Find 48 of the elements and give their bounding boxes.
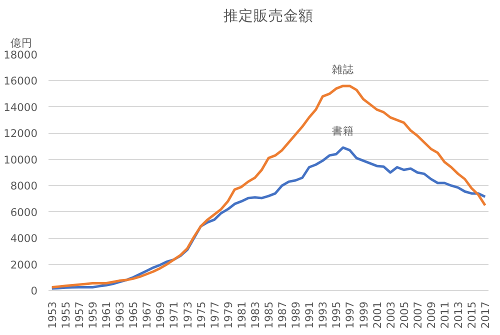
y-tick-label: 16000 [4, 74, 38, 88]
x-tick-label: 1955 [59, 301, 72, 329]
x-tick-label: 1953 [46, 301, 59, 329]
x-tick-label: 2001 [370, 301, 384, 329]
y-tick-label: 4000 [10, 232, 38, 246]
y-tick-label: 0 [30, 284, 38, 298]
chart-title: 推定販売金額 [224, 8, 314, 24]
y-tick-label: 12000 [4, 127, 38, 140]
x-tick-label: 1967 [140, 301, 154, 329]
x-tick-label: 1999 [357, 301, 370, 329]
x-tick-label: 1961 [100, 301, 114, 329]
x-tick-label: 1985 [262, 301, 276, 329]
y-tick-label: 2000 [10, 258, 38, 272]
y-tick-label: 14000 [4, 100, 38, 114]
x-tick-label: 1997 [344, 301, 357, 329]
x-tick-label: 2009 [424, 301, 438, 329]
x-tick-label: 1989 [290, 301, 303, 329]
y-tick-label: 18000 [4, 48, 38, 62]
x-tick-label: 2003 [384, 301, 398, 329]
x-tick-label: 2005 [398, 301, 411, 329]
x-tick-label: 1995 [330, 301, 344, 329]
x-tick-label: 1983 [248, 301, 262, 329]
y-tick-label: 6000 [10, 206, 38, 219]
x-tick-label: 1957 [72, 301, 86, 329]
y-tick-label: 10000 [4, 153, 38, 166]
series-label: 雑誌 [332, 62, 354, 76]
x-tick-label: 1971 [168, 301, 181, 329]
x-tick-label: 1965 [127, 301, 140, 329]
x-tick-label: 2007 [411, 301, 424, 329]
x-tick-label: 2011 [438, 301, 452, 329]
x-tick-label: 2015 [466, 301, 479, 329]
x-tick-label: 1975 [194, 301, 208, 329]
x-tick-label: 1979 [222, 301, 235, 329]
x-tick-label: 2017 [479, 301, 492, 329]
x-tick-label: 1973 [181, 301, 194, 329]
y-axis-title: 億円 [10, 36, 32, 50]
line-series [50, 84, 486, 288]
x-tick-label: 1987 [276, 301, 290, 329]
x-tick-label: 1959 [86, 301, 100, 329]
x-tick-label: 1991 [303, 301, 316, 329]
x-tick-label: 1993 [316, 301, 330, 329]
x-tick-label: 2013 [452, 301, 466, 329]
x-tick-label: 1981 [235, 301, 248, 329]
x-tick-label: 1977 [208, 301, 222, 329]
x-tick-label: 1963 [114, 301, 127, 329]
series-label: 書籍 [332, 124, 354, 138]
x-tick-label: 1969 [154, 301, 168, 329]
y-tick-label: 8000 [10, 180, 38, 193]
